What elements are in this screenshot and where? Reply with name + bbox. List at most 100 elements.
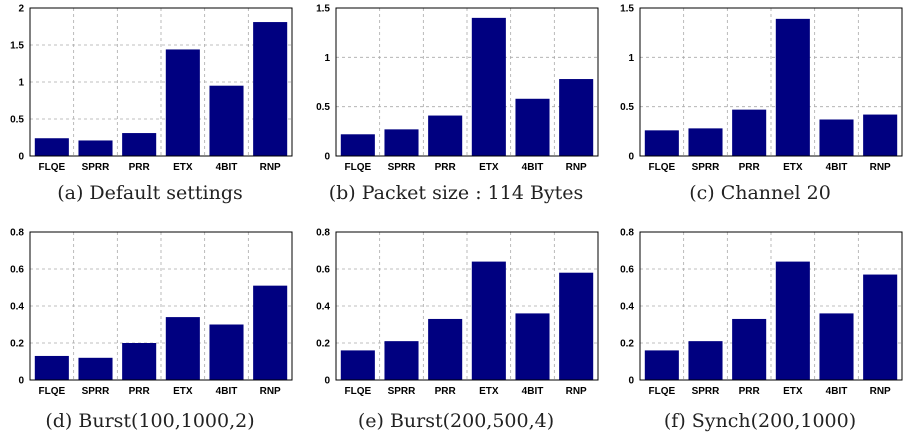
chart-d-ytick-label: 0.8 [10, 228, 24, 239]
chart-f-ytick-label: 0.8 [620, 228, 634, 239]
chart-d-bar-rnp [253, 285, 288, 380]
chart-d-bar-sprr [78, 357, 113, 380]
chart-e-xtick-label: 4BIT [522, 386, 544, 397]
chart-c-xtick-label: 4BIT [826, 162, 848, 173]
chart-d-ytick-label: 0.4 [10, 302, 24, 313]
chart-b-ytick-label: 1 [324, 53, 330, 64]
chart-c-ytick-label: 1 [628, 53, 634, 64]
chart-f-bar-4bit [819, 313, 854, 380]
chart-f-xtick-label: PRR [739, 386, 761, 397]
chart-a-xtick-label: 4BIT [216, 162, 238, 173]
chart-d-xtick-label: ETX [173, 386, 193, 397]
chart-d-bar-4bit [209, 324, 244, 380]
chart-d-bar-prr [122, 343, 157, 380]
chart-e-ytick-label: 0.8 [316, 228, 330, 239]
chart-a-ytick-label: 2 [18, 4, 24, 15]
chart-e-bar-4bit [515, 313, 550, 380]
chart-a-xtick-label: RNP [260, 162, 281, 173]
chart-a-xtick-label: SPRR [82, 162, 111, 173]
chart-a-caption: (a) Default settings [57, 182, 243, 204]
chart-c-axes-frame [639, 7, 903, 157]
chart-b-xtick-label: PRR [435, 162, 457, 173]
chart-e-xtick-label: ETX [479, 386, 499, 397]
chart-c-bar-etx [775, 18, 810, 156]
chart-b-bar-4bit [515, 98, 550, 156]
chart-c-ytick-label: 0 [628, 152, 634, 163]
chart-b-bar-etx [471, 17, 506, 156]
chart-c-xtick-label: SPRR [692, 162, 721, 173]
chart-f-ytick-label: 0 [628, 376, 634, 387]
chart-panel-f: 0 0.2 0.4 0.6 0.8 FLQE SPRR PRR ETX 4BIT RNP (f) S… [610, 224, 910, 444]
chart-e-ytick-label: 0.2 [316, 339, 330, 350]
chart-b-ytick-label: 0.5 [316, 102, 330, 113]
chart-e-bar-rnp [559, 272, 594, 380]
chart-d-bar-flqe [34, 355, 69, 380]
chart-b-axes-frame [335, 7, 599, 157]
chart-a-ytick-label: 0 [18, 152, 24, 163]
chart-c-plot: 0 0.5 1 1.5 FLQE SPRR PRR ETX 4BIT RNP [620, 4, 903, 173]
chart-e-caption: (e) Burst(200,500,4) [357, 410, 555, 432]
chart-e-bar-sprr [384, 341, 419, 380]
chart-e-bar-flqe [340, 350, 375, 380]
chart-b-xtick-label: ETX [479, 162, 499, 173]
chart-b-caption: (b) Packet size : 114 Bytes [328, 182, 584, 204]
chart-b-bar-flqe [340, 134, 375, 156]
chart-b-bar-rnp [559, 79, 594, 156]
chart-c-bar-sprr [688, 128, 723, 156]
chart-d-ytick-label: 0 [18, 376, 24, 387]
chart-f-bar-flqe [644, 350, 679, 380]
chart-a-axes-frame [29, 7, 293, 157]
chart-c-xtick-label: ETX [783, 162, 803, 173]
chart-b-xtick-label: FLQE [344, 162, 371, 173]
chart-f-xtick-label: SPRR [692, 386, 721, 397]
chart-d-bar-etx [165, 317, 200, 380]
chart-f-axes-frame [639, 231, 903, 381]
chart-a-bar-4bit [209, 85, 244, 156]
chart-e-ytick-label: 0.6 [316, 265, 330, 276]
chart-d-axes-frame [29, 231, 293, 381]
chart-a-xtick-label: ETX [173, 162, 193, 173]
chart-a-bar-flqe [34, 138, 69, 156]
chart-d-ytick-label: 0.6 [10, 265, 24, 276]
chart-b-ytick-label: 1.5 [316, 4, 330, 15]
chart-a-bar-prr [122, 133, 157, 156]
chart-c-ytick-label: 0.5 [620, 102, 634, 113]
chart-f-ytick-label: 0.6 [620, 265, 634, 276]
chart-e-bar-prr [428, 318, 463, 380]
chart-f-xtick-label: 4BIT [826, 386, 848, 397]
chart-d-xtick-label: FLQE [38, 386, 65, 397]
chart-f-xtick-label: RNP [870, 386, 891, 397]
chart-f-bar-sprr [688, 341, 723, 380]
chart-c-caption: (c) Channel 20 [689, 182, 831, 204]
chart-c-xtick-label: RNP [870, 162, 891, 173]
chart-a-ytick-label: 0.5 [10, 115, 24, 126]
chart-c-bar-flqe [644, 130, 679, 156]
chart-b-ytick-label: 0 [324, 152, 330, 163]
chart-a-xtick-label: PRR [129, 162, 151, 173]
chart-c-xtick-label: FLQE [648, 162, 675, 173]
chart-f-bar-etx [775, 261, 810, 380]
chart-b-bar-prr [428, 115, 463, 156]
chart-c-bar-prr [732, 109, 767, 156]
chart-panel-c: 0 0.5 1 1.5 FLQE SPRR PRR ETX 4BIT RNP (c) Channe… [610, 0, 910, 220]
chart-a-bar-rnp [253, 22, 288, 157]
chart-b-xtick-label: RNP [566, 162, 587, 173]
chart-f-ytick-label: 0.2 [620, 339, 634, 350]
chart-e-bar-etx [471, 261, 506, 380]
chart-e-xtick-label: RNP [566, 386, 587, 397]
chart-e-xtick-label: PRR [435, 386, 457, 397]
chart-a-bar-etx [165, 49, 200, 156]
chart-b-xtick-label: SPRR [388, 162, 417, 173]
chart-e-axes-frame [335, 231, 599, 381]
chart-f-ytick-label: 0.4 [620, 302, 634, 313]
chart-e-xtick-label: FLQE [344, 386, 371, 397]
chart-d-plot: 0 0.2 0.4 0.6 0.8 FLQE SPRR PRR ETX 4BIT RNP [10, 228, 293, 397]
chart-e-ytick-label: 0.4 [316, 302, 330, 313]
chart-f-plot: 0 0.2 0.4 0.6 0.8 FLQE SPRR PRR ETX 4BIT RNP [620, 228, 903, 397]
chart-f-bar-prr [732, 318, 767, 380]
chart-a-ytick-label: 1 [18, 78, 24, 89]
chart-e-ytick-label: 0 [324, 376, 330, 387]
chart-c-bar-4bit [819, 119, 854, 156]
chart-a-bar-sprr [78, 140, 113, 156]
chart-e-plot: 0 0.2 0.4 0.6 0.8 FLQE SPRR PRR ETX 4BIT RNP [316, 228, 599, 397]
